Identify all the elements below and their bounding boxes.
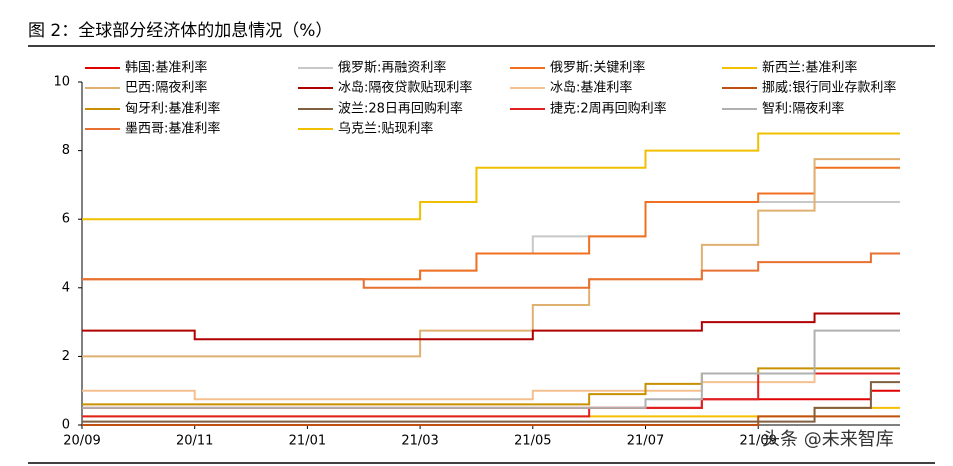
x-tick-label: 20/09	[63, 434, 100, 449]
x-tick-label: 21/05	[514, 434, 551, 449]
series-line	[82, 312, 900, 341]
x-tick-label: 21/09	[739, 434, 776, 449]
series-line	[82, 329, 900, 409]
legend-label: 匈牙利:基准利率	[125, 101, 220, 117]
y-tick-label: 10	[53, 75, 70, 90]
series-line	[82, 415, 900, 426]
series-line	[82, 367, 900, 406]
series-line	[82, 406, 900, 418]
series-line	[82, 252, 900, 289]
y-tick-label: 6	[62, 212, 70, 227]
legend-label: 冰岛:隔夜贷款贴现利率	[338, 80, 472, 96]
legend-label: 巴西:隔夜利率	[125, 80, 207, 96]
watermark: 头条 @未来智库	[762, 429, 894, 450]
y-tick-label: 8	[62, 143, 70, 158]
series-line	[82, 372, 900, 418]
chart-title: 图 2：全球部分经济体的加息情况（%）	[28, 21, 332, 41]
legend-label: 韩国:基准利率	[125, 60, 207, 76]
legend-label: 冰岛:基准利率	[550, 80, 632, 96]
x-tick-label: 21/03	[401, 434, 438, 449]
legend-label: 俄罗斯:再融资利率	[338, 60, 446, 76]
x-tick-label: 20/11	[176, 434, 213, 449]
y-tick-label: 2	[62, 349, 70, 364]
series-line	[82, 381, 900, 423]
legend-label: 墨西哥:基准利率	[125, 121, 220, 137]
legend-label: 俄罗斯:关键利率	[550, 60, 645, 76]
y-tick-label: 4	[62, 280, 70, 295]
series-line	[82, 201, 900, 281]
legend-label: 新西兰:基准利率	[762, 60, 857, 76]
legend-label: 波兰:28日再回购利率	[338, 101, 463, 117]
series-line	[82, 132, 900, 221]
y-tick-label: 0	[62, 418, 70, 433]
x-tick-label: 21/07	[627, 434, 664, 449]
legend-label: 乌克兰:贴现利率	[338, 121, 433, 137]
legend-label: 挪威:银行同业存款利率	[762, 80, 896, 96]
series-line	[82, 158, 900, 358]
x-tick-label: 21/01	[289, 434, 326, 449]
legend-label: 捷克:2周再回购利率	[550, 101, 667, 117]
legend-label: 智利:隔夜利率	[762, 101, 844, 117]
series-line	[82, 372, 900, 401]
